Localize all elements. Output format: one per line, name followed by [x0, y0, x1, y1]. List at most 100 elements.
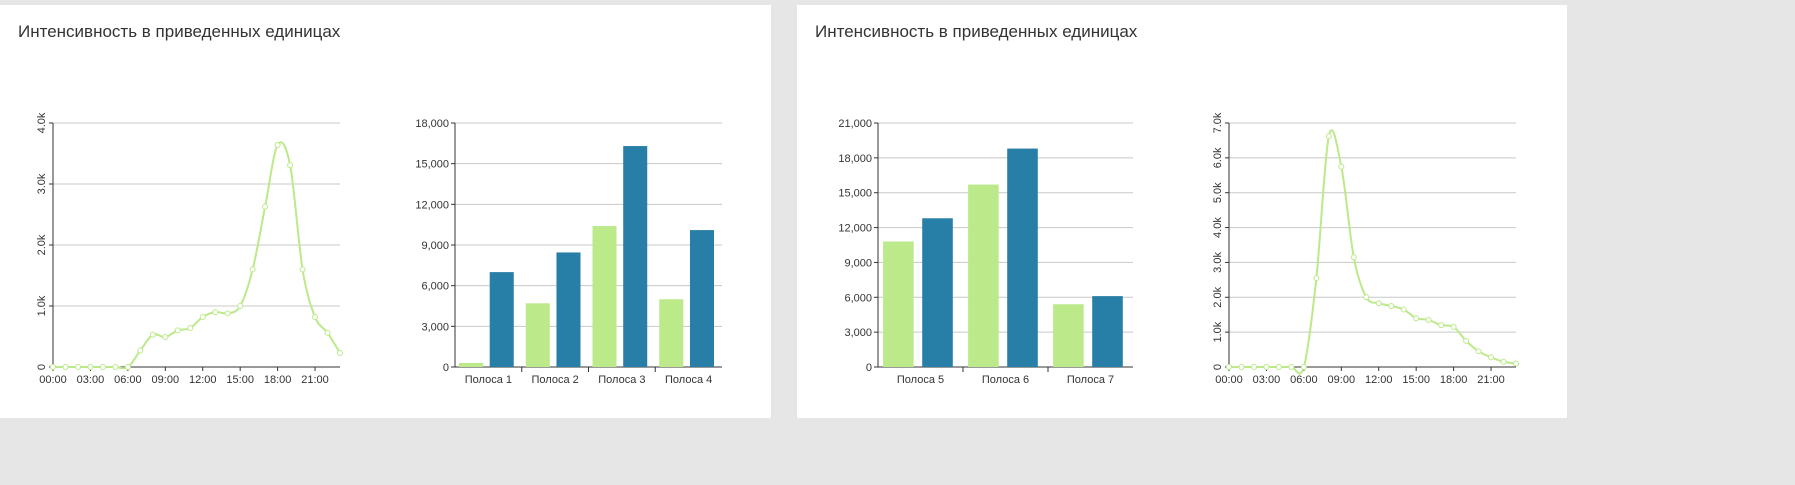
y-tick-label: 4.0k [36, 112, 48, 133]
data-point [1463, 337, 1470, 344]
bar [592, 226, 617, 367]
y-tick-label: 18,000 [415, 118, 449, 130]
data-point [212, 309, 219, 316]
y-tick-label: 5.0k [1212, 182, 1224, 203]
y-tick-label: 3.0k [1212, 252, 1224, 273]
data-point [1250, 364, 1257, 370]
x-tick-label: 18:00 [264, 374, 292, 386]
y-tick-label: 0 [866, 362, 872, 374]
data-point [324, 329, 331, 336]
y-tick-label: 12,000 [415, 199, 449, 211]
charts-left: 0 1.0k 2.0k 3.0k 4.0k 00:00 03:00 06:00 09:00 12:… [36, 112, 722, 386]
data-point [1413, 315, 1420, 322]
data-point [1313, 275, 1320, 282]
y-tick-label: 18,000 [838, 153, 872, 165]
bar [883, 241, 914, 367]
data-point [1513, 360, 1519, 367]
x-tick-label: 09:00 [152, 374, 180, 386]
bar [968, 184, 999, 367]
data-point [62, 364, 69, 370]
bar [1092, 296, 1123, 367]
data-point [1288, 364, 1295, 370]
bar [525, 303, 550, 367]
data-point [1338, 163, 1345, 170]
y-tick-label: 2.0k [36, 234, 48, 255]
y-tick-label: 0 [1212, 364, 1224, 370]
data-point [224, 310, 231, 317]
x-tick-label: 12:00 [189, 374, 217, 386]
x-tick-label: Полоса 3 [598, 374, 645, 386]
x-tick-label: Полоса 6 [982, 374, 1029, 386]
x-tick-label: Полоса 4 [665, 374, 712, 386]
bar [1007, 148, 1038, 367]
x-tick-label: Полоса 2 [532, 374, 579, 386]
panel-title: Интенсивность в приведенных единицах [815, 22, 1138, 41]
x-tick-label: 03:00 [77, 374, 105, 386]
data-point [1500, 358, 1507, 365]
x-tick-label: 06:00 [114, 374, 142, 386]
x-tick-label: 18:00 [1440, 374, 1468, 386]
bar [623, 146, 648, 367]
bar [556, 252, 581, 367]
data-point [299, 266, 306, 273]
x-tick-label: 21:00 [301, 374, 329, 386]
bar [922, 218, 953, 367]
data-point [1375, 300, 1382, 307]
data-point [1363, 294, 1370, 301]
y-tick-label: 0 [443, 362, 449, 374]
y-tick-label: 21,000 [838, 118, 872, 130]
y-tick-label: 3,000 [844, 327, 872, 339]
data-point [149, 331, 156, 338]
data-point [312, 313, 319, 320]
data-point [1238, 364, 1245, 370]
x-tick-label: Полоса 5 [897, 374, 944, 386]
y-tick-label: 6,000 [421, 281, 449, 293]
y-tick-label: 9,000 [844, 257, 872, 269]
data-point [262, 203, 269, 210]
data-point [1275, 364, 1282, 370]
bar [459, 362, 484, 367]
x-tick-label: 06:00 [1290, 374, 1318, 386]
data-point [187, 324, 194, 331]
x-tick-label: 15:00 [226, 374, 254, 386]
panel-title: Интенсивность в приведенных единицах [18, 22, 341, 41]
data-point [124, 364, 131, 370]
data-point [1350, 254, 1357, 261]
panel-left: Интенсивность в приведенных единицах 0 1.… [0, 5, 771, 418]
y-tick-label: 0 [36, 364, 48, 370]
data-point [74, 364, 81, 370]
x-tick-label: 21:00 [1477, 374, 1505, 386]
data-point [112, 364, 119, 370]
data-point [1388, 303, 1395, 309]
y-tick-label: 9,000 [421, 240, 449, 252]
data-point [1325, 133, 1332, 140]
data-point [99, 364, 106, 370]
data-point [337, 349, 343, 356]
data-point [1425, 316, 1432, 323]
bar [1053, 304, 1084, 367]
data-point [1450, 323, 1457, 330]
data-point [137, 347, 144, 354]
series-line [52, 141, 341, 370]
y-tick-label: 7.0k [1212, 112, 1224, 133]
data-point [287, 162, 294, 169]
y-tick-label: 3,000 [421, 321, 449, 333]
x-tick-label: 09:00 [1328, 374, 1356, 386]
y-tick-label: 15,000 [415, 159, 449, 171]
y-tick-label: 2.0k [1212, 286, 1224, 307]
charts-right: 0 3,000 6,000 9,000 12,000 15,000 18,000 21,000… [838, 112, 1519, 386]
data-point [274, 141, 281, 148]
y-tick-label: 15,000 [838, 188, 872, 200]
panel-right: Интенсивность в приведенных единицах 0 3,… [797, 5, 1567, 418]
bar [689, 230, 714, 367]
x-tick-label: 00:00 [1215, 374, 1243, 386]
series-line [1228, 129, 1517, 375]
data-point [50, 364, 56, 370]
y-tick-label: 4.0k [1212, 217, 1224, 238]
data-point [249, 266, 256, 273]
data-point [1488, 354, 1495, 361]
data-point [1400, 306, 1407, 313]
x-tick-label: 03:00 [1253, 374, 1281, 386]
data-point [1300, 364, 1307, 370]
x-tick-label: Полоса 7 [1067, 374, 1114, 386]
